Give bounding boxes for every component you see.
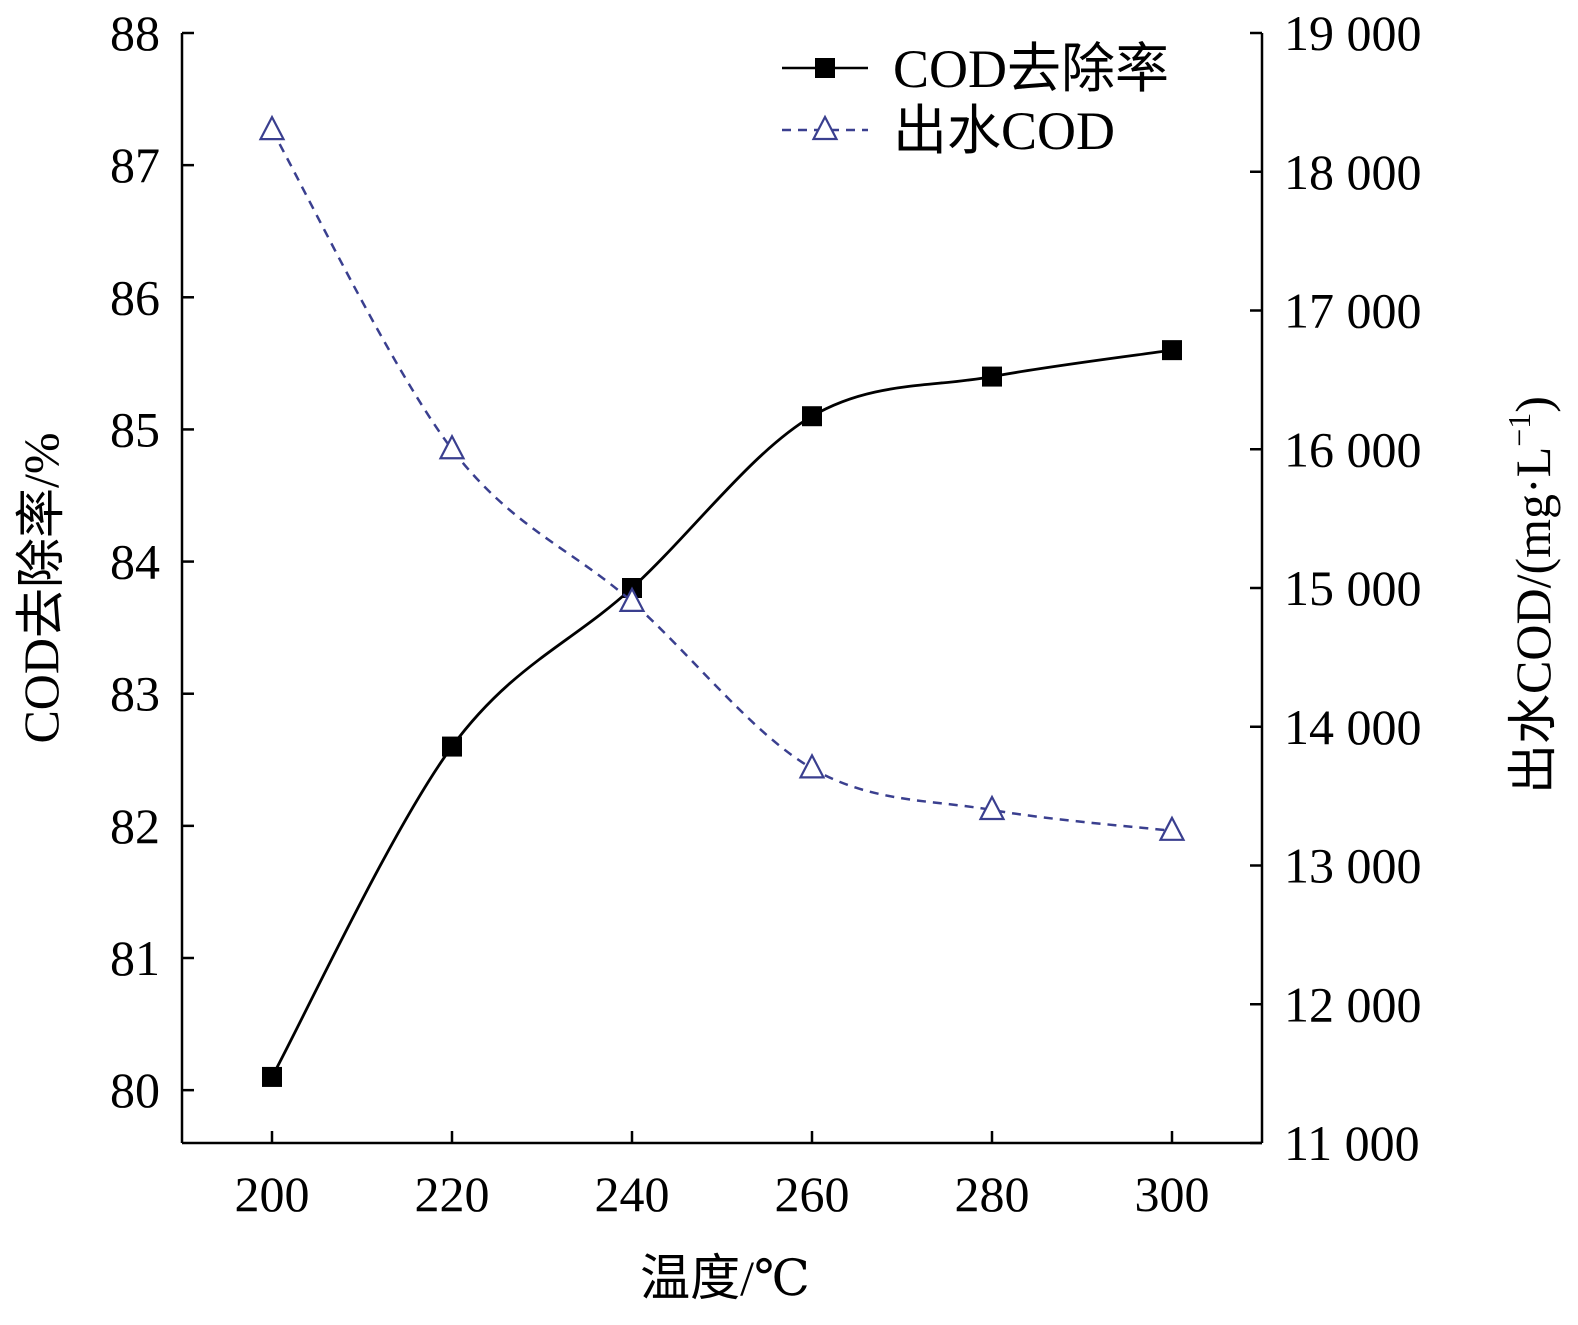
series-1 [262,340,1182,1087]
right-y-tick-label: 18 000 [1284,144,1422,200]
data-point [438,433,466,460]
right-y-axis-title-close: ) [1505,396,1561,413]
x-tick-label: 220 [415,1166,490,1222]
right-y-tick-label: 15 000 [1284,560,1422,616]
legend-marker [815,58,835,78]
data-point [262,1066,282,1087]
left-y-tick-label: 83 [110,666,160,722]
left-y-tick-label: 87 [110,137,160,193]
x-tick-label: 280 [955,1166,1030,1222]
right-y-tick-label: 16 000 [1284,421,1422,477]
left-y-axis-title: COD去除率/% [13,432,69,743]
data-point [802,406,822,427]
left-y-tick-label: 82 [110,798,160,854]
x-tick-label: 240 [595,1166,670,1222]
right-y-tick-label: 17 000 [1284,283,1422,339]
left-y-tick-label: 84 [110,534,160,590]
x-tick-label: 300 [1135,1166,1210,1222]
data-point [798,753,826,779]
right-y-tick-label: 11 000 [1284,1115,1420,1171]
right-y-tick-label: 19 000 [1284,5,1422,61]
left-y-tick-label: 85 [110,401,160,457]
right-y-axis-title-superscript: −1 [1501,413,1537,447]
legend-label: 出水COD [893,101,1115,161]
series-2 [258,114,1186,841]
legend-label: COD去除率 [893,39,1169,99]
right-y-axis-title: 出水COD/(mg·L−1) [1501,396,1561,794]
left-y-tick-label: 81 [110,930,160,986]
legend-marker [811,114,839,141]
right-y-axis-ticks: 11 000 12 000 13 000 14 000 15 000 16 000 17 0… [1250,5,1422,1171]
data-point [982,366,1002,387]
x-axis-title: 温度/℃ [640,1250,810,1306]
plot-frame [180,33,1264,1145]
x-tick-label: 200 [235,1166,310,1222]
data-point [618,586,646,612]
right-y-tick-label: 13 000 [1284,838,1422,894]
left-y-tick-label: 88 [110,5,160,61]
x-tick-label: 260 [775,1166,850,1222]
right-y-tick-label: 12 000 [1284,976,1422,1032]
left-y-tick-label: 80 [110,1062,160,1118]
data-point [978,794,1006,821]
series-line [270,129,1173,833]
left-y-tick-label: 86 [110,269,160,325]
right-y-axis-title-main: 出水COD/(mg·L [1505,447,1561,794]
data-point [258,114,286,141]
data-point [1158,815,1186,841]
x-axis-ticks: 200 220 240 260 280 300 [235,1131,1210,1222]
data-point [442,736,462,757]
right-y-tick-label: 14 000 [1284,699,1422,755]
series-line [270,348,1173,1078]
series-layer [258,114,1186,1087]
left-y-axis-ticks: 80 81 82 83 84 85 86 87 88 [110,5,194,1118]
data-point [1162,340,1182,361]
